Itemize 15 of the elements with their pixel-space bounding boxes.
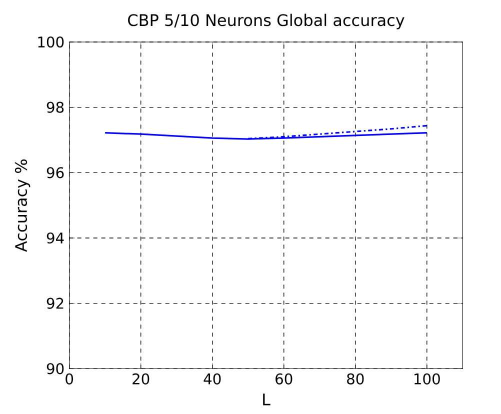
y-tick-label: 100 bbox=[38, 36, 64, 48]
x-tick-label: 60 bbox=[276, 373, 292, 384]
x-tick-label: 100 bbox=[414, 373, 440, 384]
y-tick-label: 90 bbox=[46, 363, 64, 374]
y-tick-label: 96 bbox=[46, 167, 64, 178]
y-tick-label: 94 bbox=[46, 232, 64, 244]
x-tick-label: 80 bbox=[347, 373, 364, 384]
chart-title: CBP 5/10 Neurons Global accuracy bbox=[128, 14, 404, 30]
x-tick-label: 0 bbox=[66, 373, 74, 384]
y-tick-label: 98 bbox=[46, 102, 64, 113]
x-tick-label: 40 bbox=[204, 373, 221, 384]
y-tick-label: 92 bbox=[46, 298, 64, 309]
x-tick-label: 20 bbox=[132, 373, 150, 384]
x-axis-title: L bbox=[263, 394, 270, 406]
y-axis-title: Accuracy % bbox=[14, 160, 30, 252]
